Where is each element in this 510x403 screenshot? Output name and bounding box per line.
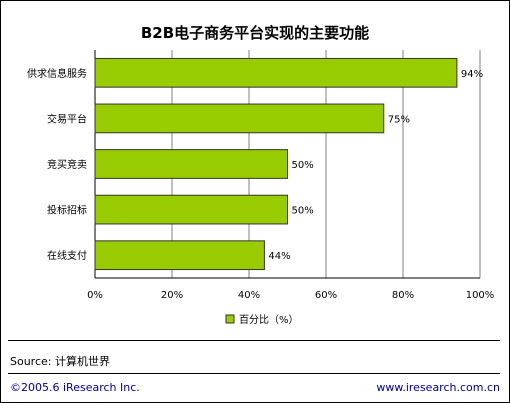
category-label: 供求信息服务 [27,67,87,80]
data-label: 75% [388,114,410,125]
chart-title: B2B电子商务平台实现的主要功能 [140,24,370,42]
x-tick-label: 0% [87,290,103,301]
bar [94,103,385,134]
category-label: 在线支付 [47,249,87,262]
category-label: 竞买竞卖 [47,158,87,171]
x-tick-label: 20% [161,290,183,301]
data-label: 94% [461,69,483,80]
legend-swatch [225,314,235,324]
divider-line [8,373,500,374]
category-label: 投标招标 [47,204,87,217]
data-label: 50% [292,160,314,171]
bar [94,194,288,225]
legend-label: 百分比（%） [239,314,299,326]
divider-line [8,340,500,341]
source-note: Source: 计算机世界 [10,355,110,368]
copyright-text: ©2005.6 iResearch Inc. [10,381,140,394]
x-tick-label: 100% [466,290,495,301]
x-tick-label: 40% [238,290,260,301]
data-label: 50% [292,206,314,217]
bar [94,149,288,179]
website-url: www.iresearch.com.cn [376,381,500,394]
data-label: 44% [268,251,290,262]
bar [94,57,458,88]
category-label: 交易平台 [47,112,87,125]
x-tick-label: 80% [392,290,414,301]
bar-chart: 0% 20% 40% 60% 80% 100% 供求信息服务 94% 交易平台 75% 竞买竞卖 50… [27,50,495,326]
x-tick-label: 60% [315,290,337,301]
bar [94,240,265,271]
